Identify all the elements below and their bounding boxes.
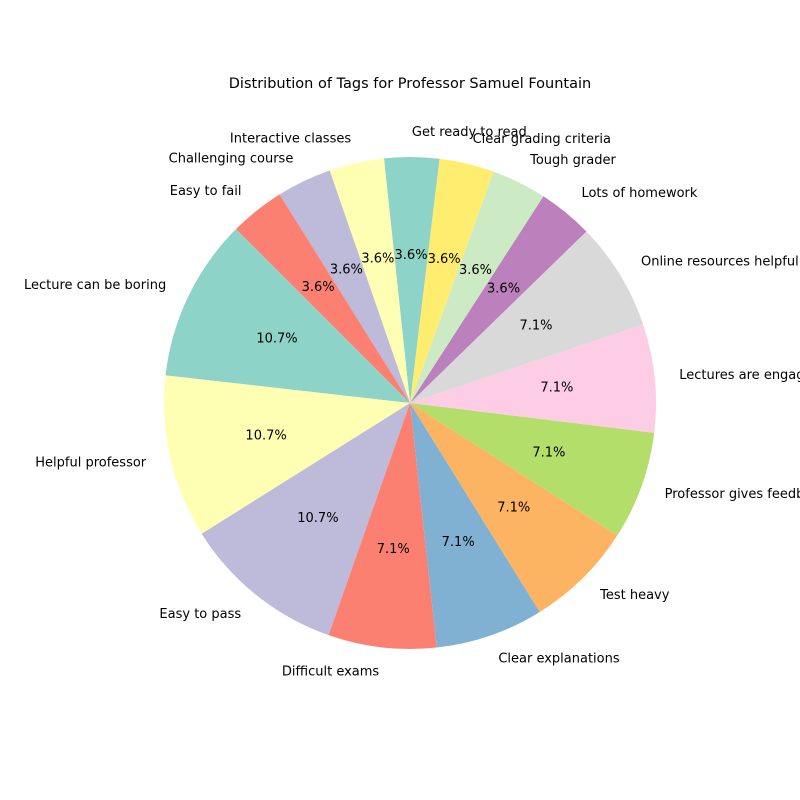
percent-label-easy-to-pass: 10.7% [297, 511, 338, 526]
slice-label-lecture-can-be-boring: Lecture can be boring [24, 278, 166, 293]
pie-slice-easy-to-fail [236, 194, 410, 403]
slice-labels: Lecture can be boring Helpful professor Ea… [24, 125, 800, 679]
slice-label-online-resources-helpful: Online resources helpful [641, 255, 799, 270]
pie-slice-get-ready-to-read [383, 157, 440, 403]
percent-label-lots-of-homework: 3.6% [487, 281, 520, 296]
pie-slice-test-heavy [410, 403, 618, 612]
pie-slice-online-resources-helpful [410, 231, 644, 403]
pie-slice-lectures-are-engaging [410, 324, 656, 433]
slice-label-tough-grader: Tough grader [529, 153, 616, 168]
pie-slice-professor-gives-feedback [410, 403, 655, 536]
percent-label-get-ready-to-read: 3.6% [395, 248, 428, 263]
pie-slice-lecture-can-be-boring [165, 229, 410, 403]
pie-slice-lots-of-homework [410, 196, 587, 403]
slice-label-interactive-classes: Interactive classes [230, 131, 351, 146]
slice-label-easy-to-fail: Easy to fail [170, 184, 242, 199]
percent-label-clear-grading-criteria: 3.6% [428, 252, 461, 267]
percent-label-easy-to-fail: 3.6% [302, 280, 335, 295]
percent-label-lecture-can-be-boring: 10.7% [256, 331, 297, 346]
percent-labels: 10.7% 10.7% 10.7% 7.1% 7.1% 7.1% 7.1% 7.1% 7.1% 3… [245, 248, 573, 557]
slice-label-professor-gives-feedback: Professor gives feedback [665, 487, 800, 502]
percent-label-helpful-professor: 10.7% [245, 428, 286, 443]
percent-label-professor-gives-feedback: 7.1% [532, 445, 565, 460]
pie-slice-clear-grading-criteria [410, 158, 494, 403]
percent-label-test-heavy: 7.1% [497, 501, 530, 516]
pie-slices [164, 157, 656, 649]
slice-label-lectures-are-engaging: Lectures are engaging [679, 368, 800, 383]
slice-label-clear-explanations: Clear explanations [498, 651, 620, 666]
slice-label-test-heavy: Test heavy [599, 588, 670, 603]
slice-label-clear-grading-criteria: Clear grading criteria [473, 132, 611, 147]
pie-slice-easy-to-pass [201, 403, 410, 636]
slice-label-challenging-course: Challenging course [169, 151, 294, 166]
slice-label-difficult-exams: Difficult exams [282, 664, 380, 679]
slice-label-easy-to-pass: Easy to pass [159, 607, 241, 622]
slice-label-lots-of-homework: Lots of homework [581, 186, 697, 201]
pie-slice-tough-grader [410, 171, 544, 403]
chart-title: Distribution of Tags for Professor Samue… [229, 76, 591, 92]
percent-label-online-resources-helpful: 7.1% [519, 319, 552, 334]
percent-label-interactive-classes: 3.6% [361, 251, 394, 266]
percent-label-clear-explanations: 7.1% [442, 535, 475, 550]
pie-slice-interactive-classes [329, 158, 410, 403]
percent-label-lectures-are-engaging: 7.1% [540, 381, 573, 396]
slice-label-helpful-professor: Helpful professor [35, 456, 147, 471]
percent-label-challenging-course: 3.6% [330, 262, 363, 277]
pie-slice-clear-explanations [410, 403, 540, 648]
slice-label-get-ready-to-read: Get ready to read [412, 125, 527, 140]
pie-slice-difficult-exams [328, 403, 437, 649]
percent-label-difficult-exams: 7.1% [377, 542, 410, 557]
percent-label-tough-grader: 3.6% [459, 263, 492, 278]
pie-slice-challenging-course [279, 170, 410, 403]
pie-slice-helpful-professor [164, 375, 410, 534]
